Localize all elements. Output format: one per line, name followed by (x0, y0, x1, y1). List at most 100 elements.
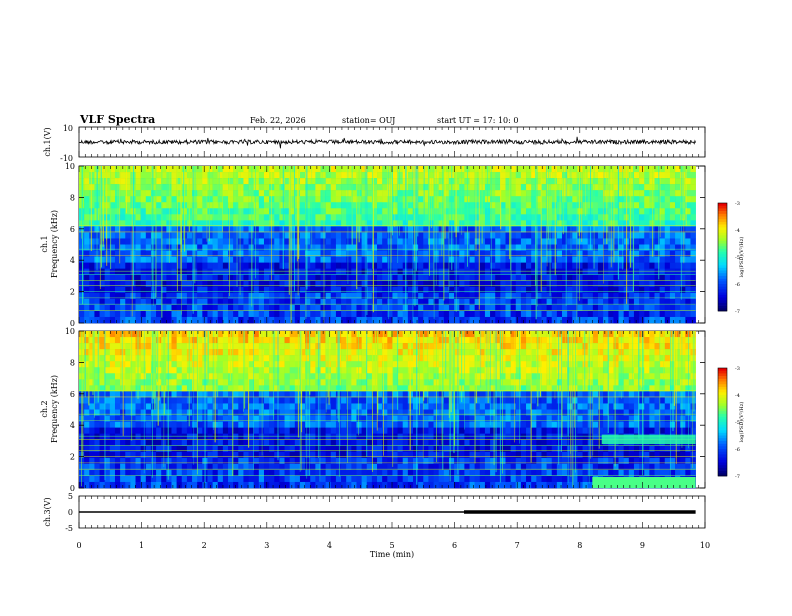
ch2-spec-cell (100, 361, 105, 367)
ch2-spec-cell (130, 458, 135, 464)
ch1-spec-cell (243, 257, 248, 263)
ch1-spec-cell (583, 196, 588, 202)
ch1-spec-cell (177, 293, 182, 299)
ch1-spec-cell (321, 196, 326, 202)
ch1-spec-cell (197, 208, 202, 214)
ch2-spec-cell (264, 343, 269, 349)
ch1-spec-cell (423, 311, 428, 317)
ch1-spec-cell (562, 263, 567, 269)
ch2-spec-cell (326, 440, 331, 446)
ch1-spec-cell (644, 232, 649, 238)
ch1-spec-cell (639, 311, 644, 317)
ch2-spec-cell (331, 446, 336, 452)
ch1-spec-cell (593, 287, 598, 293)
ch1-spec-cell (418, 202, 423, 208)
ch2-spec-cell (100, 379, 105, 385)
ch1-spec-cell (552, 178, 557, 184)
ch2-spec-cell (166, 410, 171, 416)
ch1-spec-cell (89, 281, 94, 287)
ch2-spec-cell (233, 440, 238, 446)
ch2-spec-cell (398, 397, 403, 403)
ch2-spec-cell (392, 349, 397, 355)
ch1-spec-cell (439, 251, 444, 257)
ch1-spec-cell (454, 251, 459, 257)
ch1-spec-cell (577, 245, 582, 251)
ch1-spec-cell (377, 251, 382, 257)
ch2-spec-cell (233, 373, 238, 379)
ch1-spec-cell (413, 287, 418, 293)
ch1-spec-cell (346, 245, 351, 251)
ch1-spec-cell (619, 190, 624, 196)
ch1-spec-cell (577, 317, 582, 323)
ch1-spec-cell (428, 293, 433, 299)
ch2-spec-cell (171, 440, 176, 446)
ch1-spec-cell (243, 251, 248, 257)
ch1-spec-cell (233, 293, 238, 299)
ch1-spec-cell (583, 293, 588, 299)
ch2-spec-cell (223, 403, 228, 409)
ch1-spec-cell (634, 263, 639, 269)
ch2-spec-cell (94, 379, 99, 385)
ch2-spec-cell (254, 458, 259, 464)
ch1-spec-cell (557, 166, 562, 172)
ch2-spec-cell (300, 416, 305, 422)
ch1-spec-cell (470, 257, 475, 263)
ch1-spec-cell (321, 245, 326, 251)
ch1-spec-cell (562, 251, 567, 257)
ch1-spec-cell (105, 166, 110, 172)
header-station: station= OUJ (342, 116, 395, 125)
ch1-spec-cell (649, 263, 654, 269)
ch1-spec-cell (470, 232, 475, 238)
ch1-spec-cell (377, 293, 382, 299)
ch1-spec-cell (207, 281, 212, 287)
ch2-spec-cell (89, 452, 94, 458)
ch1-spec-cell (598, 257, 603, 263)
ch2-spec-cell (105, 458, 110, 464)
ch1-spec-cell (598, 251, 603, 257)
ch1-spec-cell (182, 293, 187, 299)
ch1-spec-cell (660, 245, 665, 251)
ch1-spec-cell (567, 317, 572, 323)
ch1-spec-cell (264, 232, 269, 238)
ch1-spec-cell (228, 317, 233, 323)
ch2-spec-cell (192, 458, 197, 464)
ch2-spec-cell (285, 446, 290, 452)
ch2-spec-cell (171, 373, 176, 379)
ch1-spec-cell (295, 317, 300, 323)
ch2-spec-cell (290, 397, 295, 403)
ch1-spec-cell (336, 245, 341, 251)
ch1-spec-cell (331, 245, 336, 251)
ch1-spec-cell (577, 275, 582, 281)
ch2-spec-cell (264, 379, 269, 385)
ch2-spec-cell (207, 476, 212, 482)
ch1-spec-cell (310, 251, 315, 257)
ch1-spec-cell (89, 232, 94, 238)
ch1-spec-cell (351, 311, 356, 317)
ch1-colorbar-swatch (718, 244, 727, 247)
ch1-spec-cell (105, 293, 110, 299)
ch1-spec-cell (336, 190, 341, 196)
ch2-spec-cell (398, 343, 403, 349)
ch2-spec-cell (141, 452, 146, 458)
ch2-spec-cell (310, 416, 315, 422)
ch2-spec-cell (387, 452, 392, 458)
ch1-spec-ylabel-freq: Frequency (kHz) (50, 210, 59, 278)
ch2-spec-cell (130, 482, 135, 488)
ch2-spec-cell (367, 403, 372, 409)
ch2-spec-cell (346, 355, 351, 361)
ch2-spec-cell (264, 458, 269, 464)
ch1-spec-cell (557, 275, 562, 281)
ch2-spec-cell (182, 379, 187, 385)
ch1-spec-cell (649, 202, 654, 208)
ch1-spec-cell (362, 251, 367, 257)
ch1-spec-cell (367, 214, 372, 220)
ch1-spec-cell (356, 311, 361, 317)
ch1-spec-cell (685, 232, 690, 238)
ch2-spec-cell (392, 482, 397, 488)
ch2-spec-cell (249, 355, 254, 361)
ch1-spec-cell (228, 281, 233, 287)
ch2-spec-cell (331, 367, 336, 373)
ch1-spec-cell (233, 166, 238, 172)
ch1-spec-ytick-label: 4 (70, 256, 75, 265)
ch2-spec-cell (259, 440, 264, 446)
